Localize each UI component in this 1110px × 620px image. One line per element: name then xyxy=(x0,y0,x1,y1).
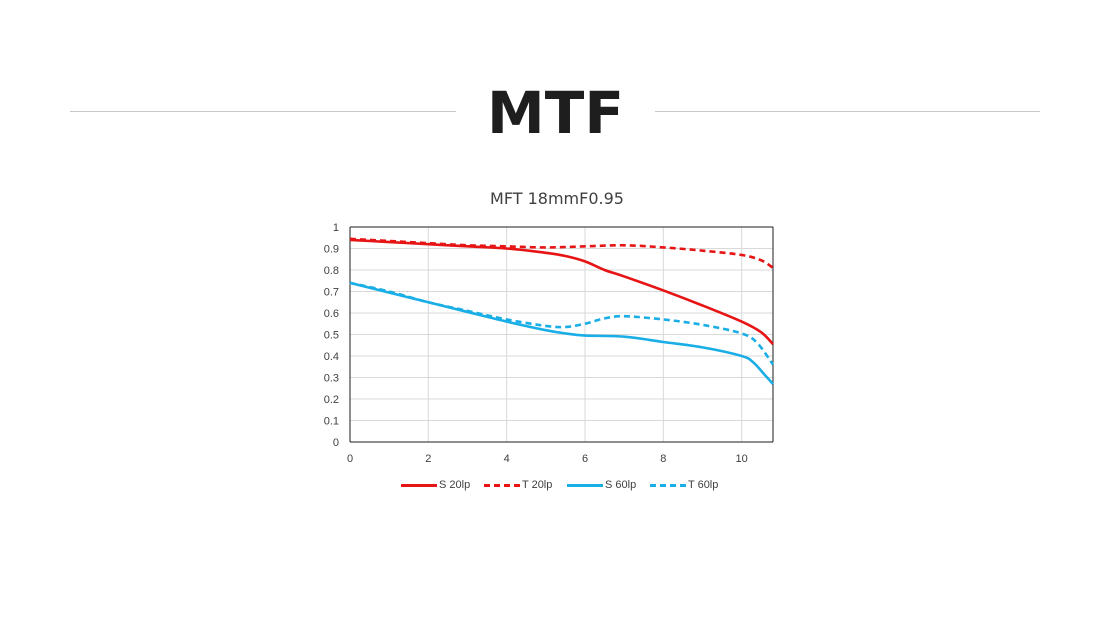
y-tick-label: 0.3 xyxy=(324,373,339,385)
page-title: MTF xyxy=(487,79,624,147)
series-line-t-60lp xyxy=(349,281,775,366)
heading-divider-right xyxy=(655,111,1040,112)
legend-swatch xyxy=(650,484,686,487)
series-line-s-20lp xyxy=(349,238,774,346)
legend-label: T 20lp xyxy=(522,479,553,491)
legend-label: S 60lp xyxy=(605,479,637,491)
y-tick-label: 0.5 xyxy=(324,330,339,342)
legend-swatch xyxy=(567,484,603,487)
y-tick-label: 0.9 xyxy=(324,244,339,256)
x-tick-label: 4 xyxy=(504,453,510,465)
y-tick-label: 1 xyxy=(333,222,339,234)
y-tick-label: 0.4 xyxy=(324,351,339,363)
y-tick-label: 0.2 xyxy=(324,394,339,406)
x-tick-label: 6 xyxy=(582,453,588,465)
page-heading: MTF xyxy=(0,78,1110,148)
chart-title: MFT 18mmF0.95 xyxy=(490,189,624,208)
x-tick-label: 10 xyxy=(736,453,748,465)
heading-divider-left xyxy=(70,111,456,112)
y-tick-label: 0.8 xyxy=(324,265,339,277)
legend-label: S 20lp xyxy=(439,479,471,491)
x-tick-label: 0 xyxy=(347,453,353,465)
x-tick-label: 8 xyxy=(660,453,666,465)
legend-label: T 60lp xyxy=(688,479,719,491)
y-tick-label: 0.1 xyxy=(324,416,339,428)
x-tick-label: 2 xyxy=(425,453,431,465)
legend-swatch xyxy=(401,484,437,487)
y-tick-label: 0.7 xyxy=(324,287,339,299)
chart-legend: S 20lp T 20lp S 60lp T 60lp xyxy=(0,476,1110,494)
y-tick-label: 0 xyxy=(333,437,339,449)
y-tick-label: 0.6 xyxy=(324,308,339,320)
legend-swatch xyxy=(484,484,520,487)
series-line-t-20lp xyxy=(349,237,774,269)
